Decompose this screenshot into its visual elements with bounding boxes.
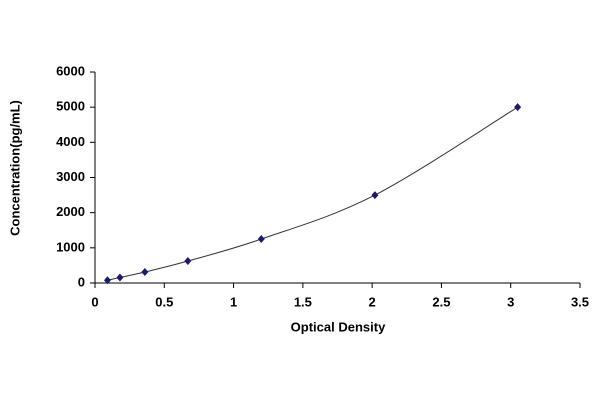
x-tick-label: 1 (230, 294, 237, 309)
point (184, 257, 192, 266)
point (514, 103, 522, 112)
x-tick-label: 0.5 (155, 294, 173, 309)
x-tick-label: 0 (91, 294, 98, 309)
fit-curve (107, 106, 518, 281)
y-tick-label: 3000 (56, 169, 85, 184)
y-tick-label: 4000 (56, 134, 85, 149)
x-tick-label: 3.5 (571, 294, 589, 309)
point (116, 273, 124, 282)
point (103, 276, 111, 285)
y-axis-title: Concentration(pg/mL) (7, 100, 22, 236)
x-tick-label: 1.5 (294, 294, 312, 309)
y-tick-label: 5000 (56, 99, 85, 114)
y-tick-label: 2000 (56, 204, 85, 219)
point (141, 268, 149, 277)
y-tick-label: 6000 (56, 63, 85, 78)
x-tick-label: 2.5 (432, 294, 450, 309)
y-tick-label: 0 (78, 274, 85, 289)
x-tick-label: 3 (507, 294, 514, 309)
point (371, 191, 379, 200)
y-tick-label: 1000 (56, 239, 85, 254)
x-tick-label: 2 (369, 294, 376, 309)
x-axis-title: Optical Density (291, 319, 386, 334)
point (257, 235, 265, 244)
